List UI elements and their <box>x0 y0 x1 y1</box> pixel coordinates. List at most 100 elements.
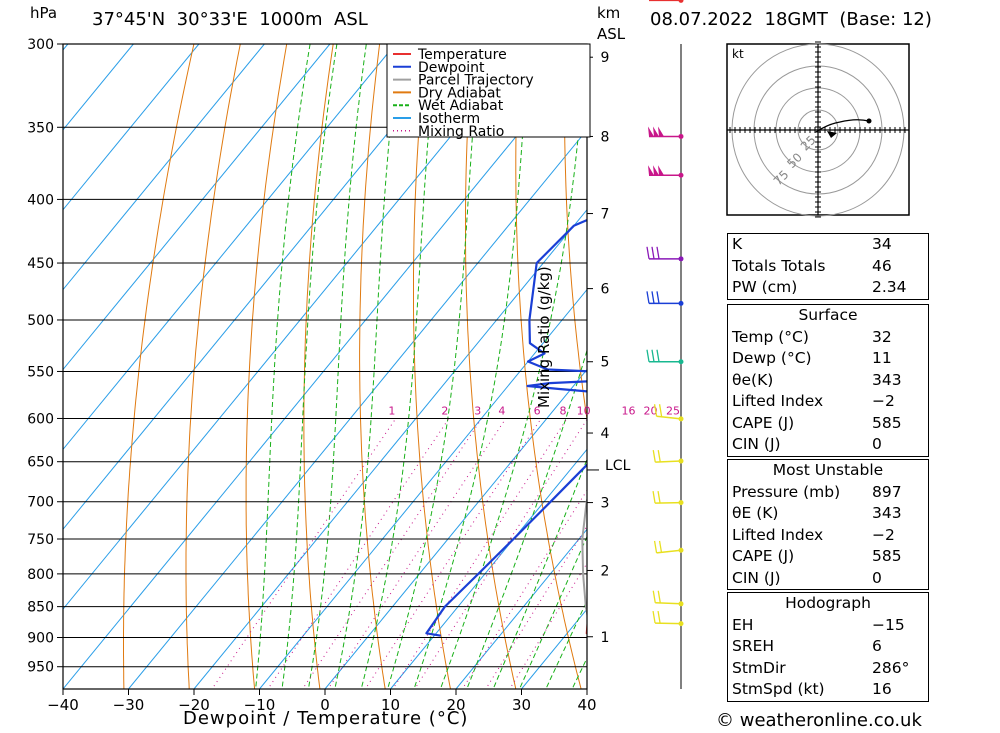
wet-adiabat-line <box>545 599 587 689</box>
wind-barb-feather <box>657 590 661 603</box>
mixing-ratio-tick-label: 2 <box>441 404 448 417</box>
most-unstable-label: Lifted Index <box>732 525 824 544</box>
wind-barb-staff <box>655 601 682 605</box>
most-unstable-label: CAPE (J) <box>732 547 795 565</box>
x-tick-label: 40 <box>577 696 596 714</box>
most-unstable-table: Most Unstable Pressure (mb) 897 θE (K) 343 L… <box>727 459 929 590</box>
km-tick-label: 1 <box>601 630 610 646</box>
hodograph-table: Hodograph EH −15 SREH 6 StmDir 286° StmSpd (kt… <box>727 592 929 702</box>
mixing-ratio-tick-label: 20 <box>644 404 658 417</box>
index-label: PW (cm) <box>732 278 798 296</box>
surface-row: Lifted Index −2 <box>728 391 928 413</box>
most-unstable-value: 585 <box>872 547 902 565</box>
mixing-ratio-tick-label: 16 <box>622 404 636 417</box>
pressure-tick-label: 950 <box>27 660 54 676</box>
isotherm-line <box>63 44 200 211</box>
wind-barb <box>652 610 684 627</box>
most-unstable-row: θE (K) 343 <box>728 503 928 525</box>
pressure-tick-label: 400 <box>27 192 54 208</box>
surface-row: CIN (J) 0 <box>728 434 928 456</box>
wind-barb-feather <box>652 590 656 603</box>
wind-barb-feather <box>656 246 660 259</box>
isotherm-line <box>63 44 396 451</box>
index-value: 2.34 <box>872 278 907 296</box>
km-tick-label: 9 <box>601 50 610 66</box>
most-unstable-header: Most Unstable <box>772 461 884 479</box>
asl-label: ASL <box>597 25 626 43</box>
surface-label: Dewp (°C) <box>732 349 812 367</box>
km-tick-label: 7 <box>601 207 610 223</box>
most-unstable-row: Lifted Index −2 <box>728 525 928 547</box>
surface-value: 343 <box>872 370 902 389</box>
wind-barb-staff <box>655 501 682 504</box>
wind-barb-feather <box>646 246 650 259</box>
km-tick-label: 2 <box>601 563 610 579</box>
wind-barb-pennant <box>658 126 664 137</box>
hodograph-end-dot <box>866 118 872 124</box>
parcel-trajectory-series-line <box>581 496 587 619</box>
hodograph-stat-value: 6 <box>872 637 882 655</box>
most-unstable-row: Pressure (mb) 897 <box>728 482 928 504</box>
wind-barb-feather <box>646 349 650 362</box>
dry-adiabat-line <box>465 44 517 689</box>
wind-barb-staff <box>655 622 682 625</box>
dry-adiabat-line <box>934 26 1000 695</box>
dry-adiabat-line <box>123 44 195 689</box>
km-tick-label: 5 <box>601 355 610 371</box>
x-tick-label: 20 <box>446 696 465 714</box>
wind-barb-feather <box>652 610 656 624</box>
isotherm-line <box>259 288 587 689</box>
isotherm-line <box>0 44 2 689</box>
wind-barb-feather <box>658 540 663 554</box>
pressure-tick-label: 900 <box>27 631 54 647</box>
mixing-ratio-line <box>267 418 450 689</box>
pressure-tick-label: 550 <box>27 364 54 380</box>
pressure-tick-label: 850 <box>27 600 54 616</box>
hodograph-stat-row: EH −15 <box>728 615 928 637</box>
hodograph-header: Hodograph <box>785 594 871 612</box>
index-row: PW (cm) 2.34 <box>728 277 928 299</box>
hodograph-stat-value: 16 <box>872 680 892 698</box>
wind-barb-pennant <box>653 126 659 137</box>
most-unstable-value: 897 <box>872 482 902 501</box>
plot-frame <box>62 43 588 690</box>
index-value: 46 <box>872 256 892 275</box>
pressure-tick-label: 450 <box>27 256 54 272</box>
wind-barb-feather <box>657 491 661 504</box>
mixing-ratio-tick-label: 4 <box>498 404 505 417</box>
mixing-ratio-line <box>392 418 568 689</box>
wind-barb <box>652 450 684 464</box>
wind-barb-feather <box>652 450 656 463</box>
wind-barb <box>653 404 684 422</box>
index-row: Totals Totals 46 <box>728 256 928 278</box>
hodograph-stat-label: StmSpd (kt) <box>732 680 825 698</box>
copyright[interactable]: © weatheronline.co.uk <box>716 710 922 731</box>
x-tick-label: −20 <box>178 696 210 714</box>
wet-adiabat-line <box>307 44 367 689</box>
wet-adiabat-line <box>334 44 400 689</box>
most-unstable-value: 0 <box>872 568 882 587</box>
wind-barb-staff <box>656 549 682 554</box>
pressure-tick-label: 700 <box>27 495 54 511</box>
x-tick-label: −40 <box>47 696 79 714</box>
isotherm-line <box>193 208 587 689</box>
isotherm-line <box>63 49 587 689</box>
most-unstable-label: θE (K) <box>732 504 779 522</box>
pressure-tick-label: 800 <box>27 567 54 583</box>
mixing-ratio-line <box>327 418 507 689</box>
wind-barb <box>648 165 684 178</box>
surface-value: −2 <box>872 392 895 410</box>
wind-barb <box>648 126 684 139</box>
wind-barb-feather <box>646 291 650 304</box>
isotherm-line <box>324 368 587 689</box>
pressure-tick-label: 750 <box>27 532 54 548</box>
x-tick-label: 10 <box>381 696 400 714</box>
hodograph-stat-label: EH <box>732 615 754 634</box>
hodograph-stat-value: 286° <box>872 658 910 677</box>
location-title: 37°45'N 30°33'E 1000m ASL <box>92 9 368 30</box>
storm-motion-marker <box>827 131 837 138</box>
hodograph-stat-value: −15 <box>872 615 905 634</box>
surface-label: Temp (°C) <box>732 327 809 346</box>
mixing-ratio-line <box>364 418 542 689</box>
